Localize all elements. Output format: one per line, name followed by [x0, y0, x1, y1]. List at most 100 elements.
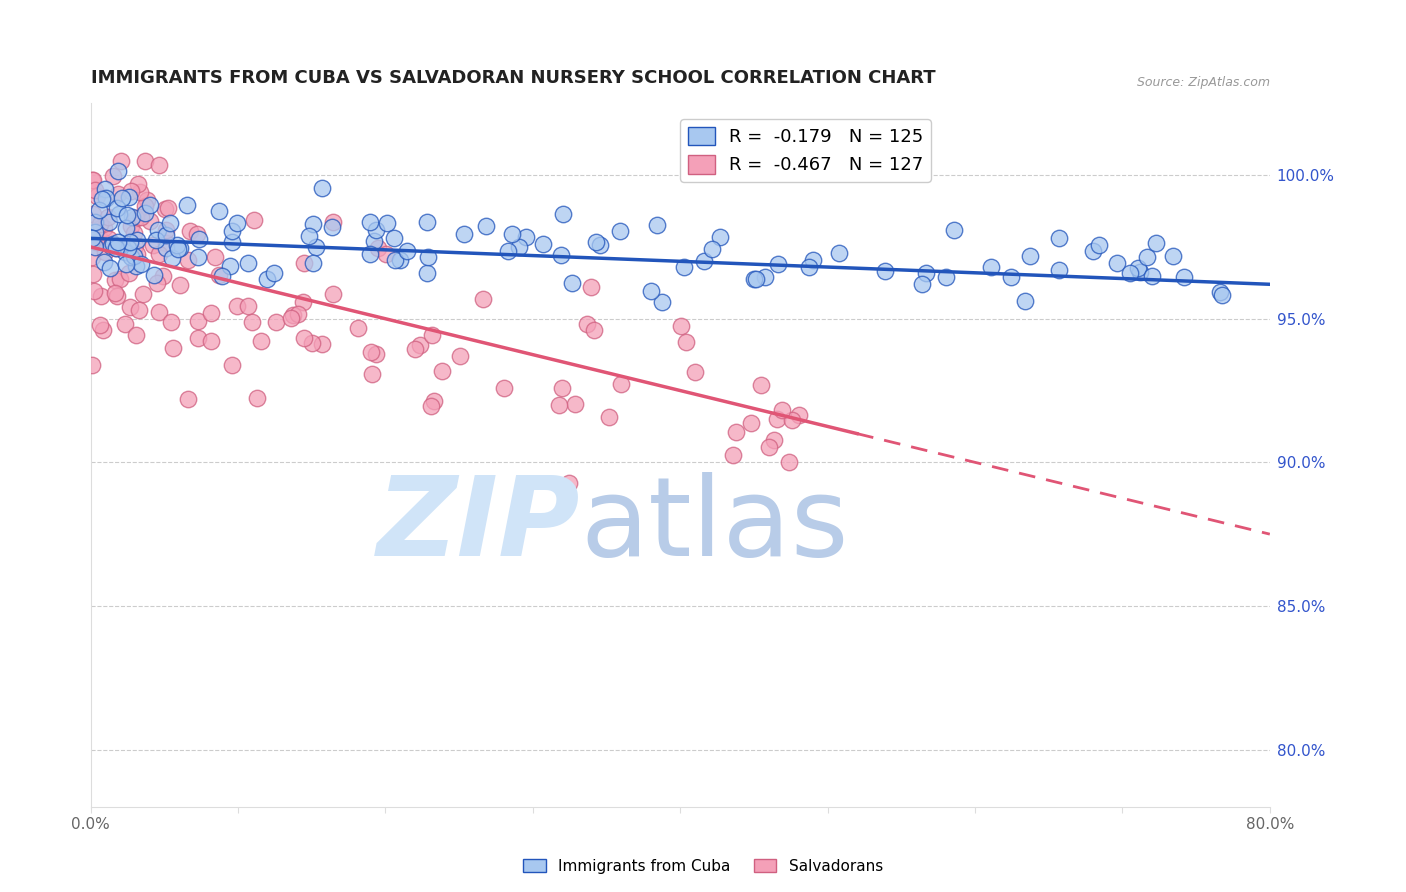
Point: [90, 289, 112, 303]
Point: [911, 277, 934, 292]
Point: [101, 169, 124, 183]
Point: [187, 232, 209, 246]
Point: [121, 250, 143, 264]
Point: [120, 235, 142, 249]
Point: [177, 252, 200, 267]
Point: [609, 224, 631, 238]
Point: [82, 230, 104, 244]
Point: [264, 315, 287, 329]
Point: [1014, 293, 1036, 308]
Point: [124, 239, 146, 253]
Point: [780, 413, 803, 427]
Point: [751, 378, 773, 392]
Point: [166, 238, 188, 252]
Point: [1018, 249, 1040, 263]
Legend: R =  -0.179   N = 125, R =  -0.467   N = 127: R = -0.179 N = 125, R = -0.467 N = 127: [681, 120, 931, 182]
Point: [117, 240, 139, 254]
Point: [186, 227, 208, 242]
Point: [240, 315, 263, 329]
Point: [90, 233, 112, 247]
Point: [669, 319, 692, 334]
Point: [129, 210, 152, 224]
Point: [131, 286, 153, 301]
Point: [980, 260, 1002, 274]
Point: [128, 185, 150, 199]
Point: [82, 207, 104, 221]
Point: [725, 425, 748, 440]
Point: [127, 233, 149, 247]
Point: [108, 207, 131, 221]
Point: [396, 244, 419, 259]
Point: [302, 256, 325, 270]
Point: [177, 392, 200, 407]
Point: [111, 191, 134, 205]
Point: [238, 256, 260, 270]
Point: [80, 358, 103, 372]
Point: [1088, 238, 1111, 252]
Point: [243, 212, 266, 227]
Point: [420, 399, 443, 413]
Text: IMMIGRANTS FROM CUBA VS SALVADORAN NURSERY SCHOOL CORRELATION CHART: IMMIGRANTS FROM CUBA VS SALVADORAN NURSE…: [90, 69, 935, 87]
Point: [104, 241, 127, 255]
Point: [169, 278, 191, 293]
Point: [360, 344, 382, 359]
Point: [98, 215, 121, 229]
Point: [89, 218, 111, 232]
Point: [117, 241, 139, 255]
Point: [204, 251, 226, 265]
Point: [91, 323, 114, 337]
Point: [758, 440, 780, 454]
Point: [114, 317, 136, 331]
Point: [83, 183, 105, 197]
Point: [576, 317, 599, 331]
Point: [226, 216, 249, 230]
Point: [94, 191, 117, 205]
Point: [84, 215, 107, 229]
Point: [159, 216, 181, 230]
Point: [416, 267, 439, 281]
Point: [302, 217, 325, 231]
Point: [139, 214, 162, 228]
Point: [245, 392, 267, 406]
Point: [107, 201, 129, 215]
Point: [551, 381, 574, 395]
Point: [82, 234, 104, 248]
Point: [91, 192, 114, 206]
Point: [169, 241, 191, 255]
Point: [763, 433, 786, 447]
Point: [1000, 269, 1022, 284]
Point: [692, 253, 714, 268]
Point: [374, 247, 396, 261]
Point: [685, 365, 707, 379]
Point: [651, 294, 673, 309]
Legend: Immigrants from Cuba, Salvadorans: Immigrants from Cuba, Salvadorans: [517, 853, 889, 880]
Point: [115, 257, 138, 271]
Point: [292, 331, 315, 345]
Point: [94, 245, 117, 260]
Point: [550, 248, 572, 262]
Point: [778, 455, 800, 469]
Point: [187, 331, 209, 345]
Point: [208, 204, 231, 219]
Point: [311, 336, 333, 351]
Point: [179, 224, 201, 238]
Point: [148, 304, 170, 318]
Point: [94, 182, 117, 196]
Point: [1136, 250, 1159, 264]
Point: [1128, 261, 1150, 276]
Point: [298, 228, 321, 243]
Point: [101, 236, 124, 251]
Point: [366, 347, 388, 361]
Point: [1211, 288, 1233, 302]
Point: [766, 411, 789, 425]
Point: [301, 335, 323, 350]
Point: [501, 227, 523, 241]
Point: [103, 286, 125, 301]
Point: [166, 243, 188, 257]
Point: [120, 219, 142, 233]
Point: [675, 334, 697, 349]
Point: [145, 233, 167, 247]
Point: [82, 173, 104, 187]
Point: [346, 321, 368, 335]
Point: [125, 259, 148, 273]
